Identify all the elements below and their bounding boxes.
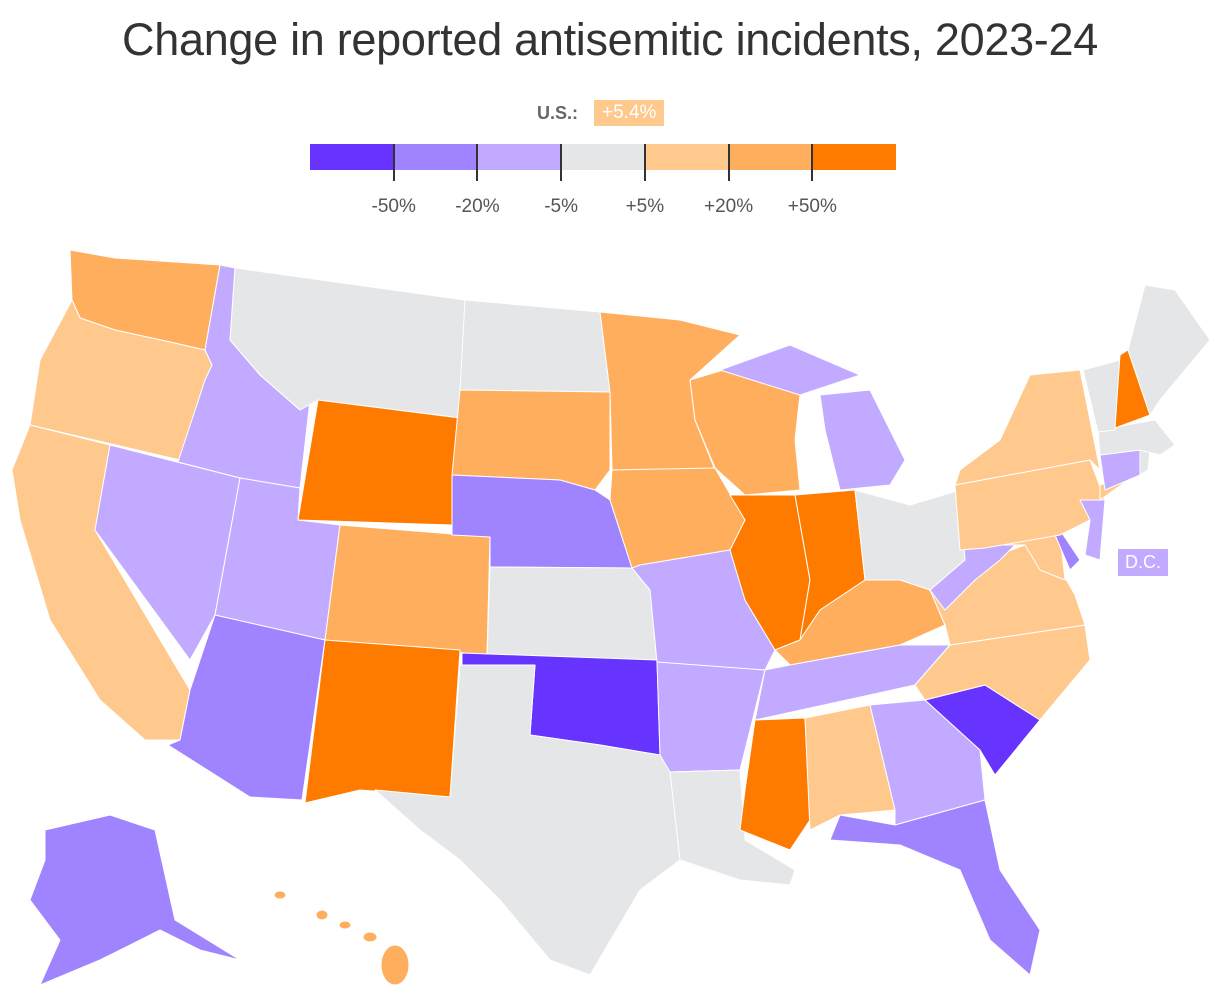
state-ct (1099, 449, 1141, 491)
state-sd (451, 389, 611, 491)
state-az (167, 614, 326, 801)
state-nj (1079, 499, 1106, 561)
legend-tick-label: +50% (787, 196, 837, 217)
legend-tick-label: -20% (455, 196, 500, 217)
us-value-badge: +5.4% (594, 100, 665, 126)
state-la (669, 769, 796, 886)
state-tx (374, 664, 681, 976)
legend-tick-label: -5% (544, 196, 579, 217)
state-mi (719, 344, 861, 396)
legend-bin-4 (644, 144, 729, 170)
legend-tick-label: +20% (704, 196, 754, 217)
color-legend (310, 144, 897, 170)
state-hi (315, 909, 329, 921)
state-ms (739, 717, 811, 851)
state-mi (819, 389, 906, 491)
state-hi (380, 944, 410, 986)
state-hi (273, 890, 287, 900)
legend-bin-1 (393, 144, 478, 170)
state-me (1127, 284, 1211, 416)
legend-tick (392, 144, 395, 181)
state-co (324, 524, 491, 656)
state-nd (459, 299, 611, 393)
dc-label: D.C. (1118, 549, 1168, 576)
legend-tick (643, 144, 646, 181)
state-ri (1139, 449, 1151, 476)
legend-tick (727, 144, 730, 181)
state-ny (954, 369, 1101, 486)
state-ks (486, 566, 658, 663)
state-hi (362, 931, 378, 943)
legend-tick (476, 144, 479, 181)
state-al (804, 704, 896, 831)
state-ma (1097, 419, 1176, 456)
state-hi (338, 920, 352, 930)
legend-tick (560, 144, 563, 181)
state-nv (94, 444, 241, 661)
legend-bin-2 (477, 144, 562, 170)
state-nc (914, 624, 1091, 721)
state-fl (829, 799, 1041, 976)
legend-tick (811, 144, 814, 181)
legend-bin-3 (561, 144, 645, 170)
legend-bin-6 (812, 144, 897, 170)
state-ak (29, 814, 241, 986)
chart-title: Change in reported antisemitic incidents… (122, 14, 1098, 65)
state-ar (656, 661, 766, 773)
state-wy (297, 399, 461, 526)
state-nm (304, 639, 461, 804)
us-label: U.S.: (537, 103, 579, 123)
legend-bin-0 (310, 144, 394, 170)
legend-tick-label: +5% (625, 196, 665, 217)
state-vt (1082, 359, 1121, 433)
legend-bin-5 (728, 144, 813, 170)
state-pa (954, 459, 1106, 551)
legend-tick-label: -50% (371, 196, 416, 217)
